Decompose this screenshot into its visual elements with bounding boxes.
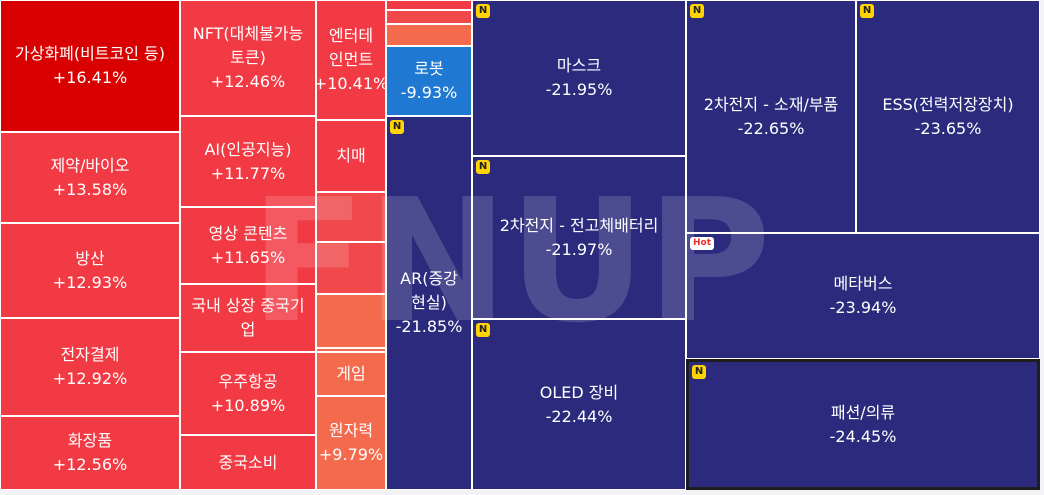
sector-change: -23.94% — [829, 298, 897, 317]
sector-name: 가상화폐(비트코인 등) — [14, 44, 166, 63]
sector-tile-unlabeled[interactable] — [386, 24, 472, 46]
sector-change: -9.93% — [400, 83, 458, 102]
sector-tile-video-content[interactable]: 영상 콘텐츠 +11.65% — [180, 207, 316, 284]
sector-tile-entertainment[interactable]: 엔터테인먼트 +10.41% — [316, 0, 386, 120]
sector-tile-solid-state-battery[interactable]: N 2차전지 - 전고체배터리 -21.97% — [472, 156, 686, 319]
sector-change: -21.95% — [545, 80, 613, 99]
sector-change: +10.41% — [316, 74, 386, 93]
sector-change: -23.65% — [914, 118, 982, 138]
sector-name: 마스크 — [556, 56, 602, 75]
sector-change: +12.93% — [52, 272, 128, 292]
sector-tile-unlabeled[interactable] — [316, 192, 386, 242]
sector-name: 2차전지 - 소재/부품 — [703, 94, 839, 114]
sector-tile-nuclear[interactable]: 원자력 +9.79% — [316, 396, 386, 490]
sector-tile-cosmetics[interactable]: 화장품 +12.56% — [0, 416, 180, 490]
sector-change: -21.85% — [395, 317, 463, 336]
sector-change: +12.46% — [210, 72, 286, 91]
sector-name: 패션/의류 — [830, 402, 896, 422]
sector-name: AR(증강현실) — [400, 269, 458, 312]
sector-change: +10.89% — [210, 395, 286, 415]
sector-tile-pharma-bio[interactable]: 제약/바이오 +13.58% — [0, 132, 180, 223]
sector-tile-robot[interactable]: 로봇 -9.93% — [386, 46, 472, 116]
sector-tile-ess[interactable]: N ESS(전력저장장치) -23.65% — [856, 0, 1040, 233]
sector-tile-ai[interactable]: AI(인공지능) +11.77% — [180, 116, 316, 207]
sector-name: 우주항공 — [218, 371, 278, 391]
sector-tile-unlabeled[interactable] — [316, 242, 386, 294]
sector-name: ESS(전력저장장치) — [882, 94, 1014, 114]
sector-name: NFT(대체불가능토큰) — [192, 24, 304, 67]
sector-tile-unlabeled[interactable] — [386, 0, 472, 10]
sector-tile-unlabeled[interactable] — [316, 348, 386, 352]
new-badge: N — [860, 4, 874, 18]
sector-change: -22.65% — [737, 118, 805, 138]
sector-change: +12.92% — [52, 369, 128, 388]
sector-change: +11.65% — [210, 247, 286, 267]
new-badge: N — [692, 365, 706, 379]
new-badge: N — [390, 120, 404, 134]
sector-tile-nft[interactable]: NFT(대체불가능토큰) +12.46% — [180, 0, 316, 116]
sector-tile-crypto[interactable]: 가상화폐(비트코인 등) +16.41% — [0, 0, 180, 132]
sector-tile-oled-equipment[interactable]: N OLED 장비 -22.44% — [472, 319, 686, 490]
sector-tile-game[interactable]: 게임 — [316, 352, 386, 396]
sector-tile-unlabeled[interactable] — [386, 10, 472, 24]
sector-change: +9.79% — [318, 445, 384, 464]
sector-tile-unlabeled[interactable] — [316, 294, 386, 348]
new-badge: N — [476, 323, 490, 337]
sector-tile-fashion[interactable]: N 패션/의류 -24.45% — [686, 359, 1040, 490]
sector-tile-e-payment[interactable]: 전자결제 +12.92% — [0, 318, 180, 416]
sector-change: +13.58% — [52, 179, 128, 199]
sector-name: 게임 — [336, 364, 366, 383]
sector-change: +11.77% — [210, 163, 286, 183]
sector-tile-aerospace[interactable]: 우주항공 +10.89% — [180, 352, 316, 435]
sector-name: 2차전지 - 전고체배터리 — [499, 215, 659, 235]
new-badge: N — [690, 4, 704, 18]
hot-badge: Hot — [690, 237, 715, 250]
sector-name: OLED 장비 — [539, 382, 619, 402]
sector-name: 중국소비 — [218, 452, 278, 472]
new-badge: N — [476, 160, 490, 174]
sector-tile-china-listed[interactable]: 국내 상장 중국기업 — [180, 284, 316, 352]
sector-change: +16.41% — [52, 68, 128, 87]
sector-tile-china-consumer[interactable]: 중국소비 — [180, 435, 316, 490]
sector-tile-battery-materials[interactable]: N 2차전지 - 소재/부품 -22.65% — [686, 0, 856, 233]
sector-name: 메타버스 — [833, 274, 893, 293]
sector-tile-dementia[interactable]: 치매 — [316, 120, 386, 192]
sector-change: -21.97% — [545, 239, 613, 259]
sector-name: 방산 — [75, 248, 105, 268]
sector-change: -22.44% — [545, 406, 613, 426]
sector-change: -24.45% — [829, 426, 897, 446]
sector-name: 치매 — [336, 146, 366, 165]
sector-change: +12.56% — [52, 455, 128, 474]
sector-name: 로봇 — [414, 59, 444, 78]
sector-tile-defense[interactable]: 방산 +12.93% — [0, 223, 180, 318]
sector-name: 화장품 — [67, 431, 113, 450]
sector-tile-mask[interactable]: N 마스크 -21.95% — [472, 0, 686, 156]
sector-name: 국내 상장 중국기업 — [191, 296, 305, 339]
sector-name: 전자결제 — [60, 345, 120, 364]
sector-name: 제약/바이오 — [50, 155, 130, 175]
sector-name: 엔터테인먼트 — [328, 26, 374, 69]
sector-tile-metaverse[interactable]: Hot 메타버스 -23.94% — [686, 233, 1040, 359]
sector-name: 원자력 — [328, 421, 374, 440]
new-badge: N — [476, 4, 490, 18]
sector-tile-ar[interactable]: N AR(증강현실) -21.85% — [386, 116, 472, 490]
sector-name: 영상 콘텐츠 — [208, 223, 288, 243]
sector-name: AI(인공지능) — [204, 139, 292, 159]
